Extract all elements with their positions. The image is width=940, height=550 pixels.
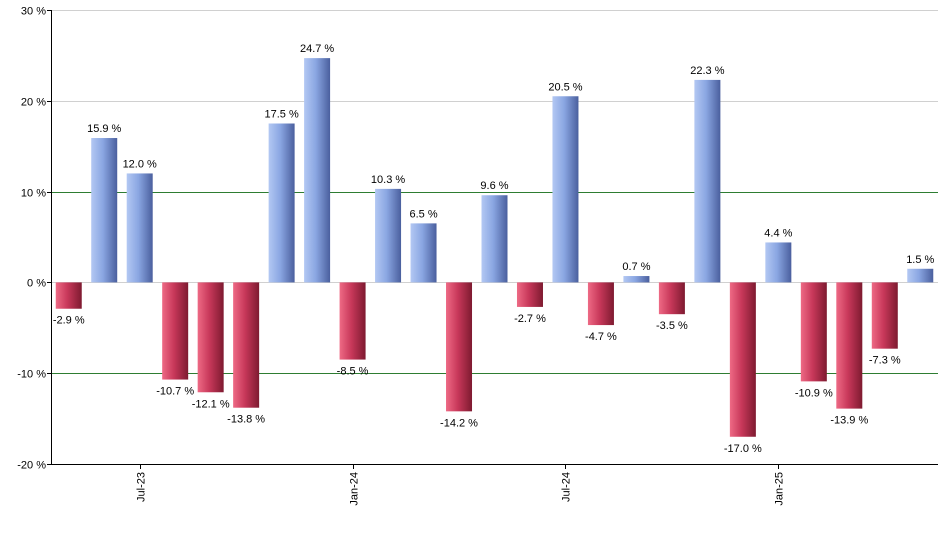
- bar-0: [55, 282, 82, 309]
- bar-value-label-19: -17.0 %: [724, 443, 762, 455]
- bar-12: [481, 195, 508, 283]
- bar-value-label-18: 22.3 %: [690, 65, 724, 77]
- x-tick-label-2: Jul-24: [561, 472, 573, 502]
- bar-value-label-4: -12.1 %: [192, 398, 230, 410]
- bar-value-label-24: 1.5 %: [906, 254, 934, 266]
- bar-value-label-22: -13.9 %: [830, 415, 868, 427]
- y-tick-label-2: 10 %: [21, 188, 46, 200]
- bar-value-label-12: 9.6 %: [480, 180, 508, 192]
- bar-value-label-16: 0.7 %: [622, 261, 650, 273]
- bar-value-label-20: 4.4 %: [764, 227, 792, 239]
- bar-11: [446, 282, 473, 412]
- bar-24: [907, 268, 934, 283]
- bar-8: [339, 282, 366, 360]
- bar-21: [800, 282, 827, 382]
- bar-value-label-15: -4.7 %: [585, 331, 617, 343]
- bar-value-label-23: -7.3 %: [869, 355, 901, 367]
- y-tick-label-0: 30 %: [21, 6, 46, 18]
- bar-value-label-17: -3.5 %: [656, 320, 688, 332]
- bar-value-label-9: 10.3 %: [371, 174, 405, 186]
- bar-value-label-8: -8.5 %: [337, 366, 369, 378]
- bar-4: [197, 282, 224, 393]
- bar-17: [658, 282, 685, 315]
- bar-23: [871, 282, 898, 349]
- bar-value-label-0: -2.9 %: [53, 315, 85, 327]
- bar-3: [162, 282, 189, 380]
- bar-value-label-11: -14.2 %: [440, 417, 478, 429]
- labels: 30 % 20 % 10 % 0 % -10 % -20 % -2.9 % 15.9 % 12.…: [17, 6, 934, 506]
- bar-value-label-21: -10.9 %: [795, 387, 833, 399]
- bar-5: [233, 282, 260, 408]
- bar-2: [126, 173, 153, 283]
- bar-20: [765, 242, 792, 283]
- bar-18: [694, 79, 721, 283]
- bar-15: [587, 282, 614, 326]
- bars: [55, 58, 934, 437]
- bar-22: [836, 282, 863, 409]
- y-tick-label-5: -20 %: [17, 460, 46, 472]
- bar-16: [623, 276, 650, 283]
- bar-value-label-2: 12.0 %: [123, 158, 157, 170]
- bar-value-label-14: 20.5 %: [548, 81, 582, 93]
- y-tick-label-4: -10 %: [17, 369, 46, 381]
- bar-7: [304, 58, 331, 283]
- y-tick-label-3: 0 %: [27, 278, 46, 290]
- bar-value-label-5: -13.8 %: [227, 414, 265, 426]
- bar-value-label-6: 17.5 %: [264, 109, 298, 121]
- bar-6: [268, 123, 295, 283]
- bar-9: [375, 188, 402, 283]
- x-tick-label-1: Jan-24: [349, 472, 361, 506]
- bar-1: [91, 138, 118, 283]
- bar-value-label-13: -2.7 %: [514, 313, 546, 325]
- bar-value-label-3: -10.7 %: [156, 386, 194, 398]
- x-tick-label-0: Jul-23: [136, 472, 148, 502]
- bar-10: [410, 223, 437, 283]
- bar-13: [516, 282, 543, 307]
- y-tick-label-1: 20 %: [21, 97, 46, 109]
- x-tick-label-3: Jan-25: [774, 472, 786, 506]
- bar-14: [552, 96, 579, 283]
- bar-19: [729, 282, 756, 437]
- axes: [47, 10, 938, 469]
- bar-value-label-1: 15.9 %: [87, 123, 121, 135]
- bar-value-label-7: 24.7 %: [300, 43, 334, 55]
- bar-value-label-10: 6.5 %: [409, 208, 437, 220]
